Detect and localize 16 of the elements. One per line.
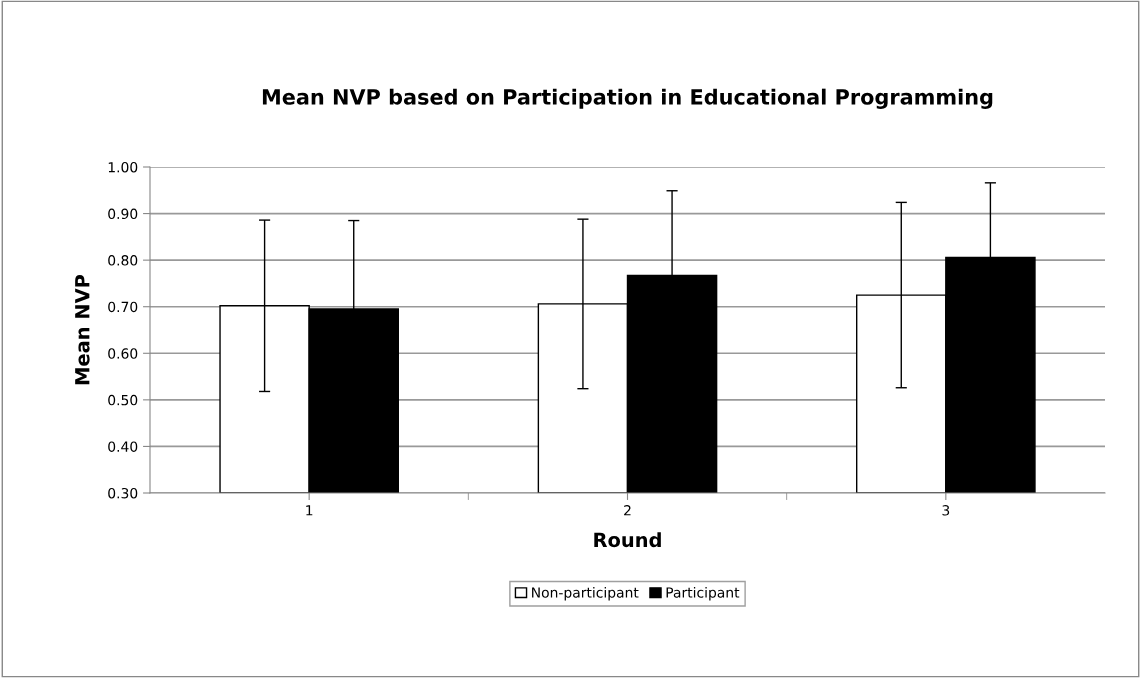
y-tick-label: 0.30 xyxy=(108,487,138,499)
legend-label: Participant xyxy=(666,587,740,601)
y-tick-label: 0.70 xyxy=(108,301,138,313)
y-tick-label: 0.60 xyxy=(108,348,138,359)
legend-label: Non-participant xyxy=(532,587,639,601)
chart-title: Mean NVP based on Participation in Educational Programming xyxy=(262,88,993,109)
x-tick-label: 2 xyxy=(624,505,631,516)
x-axis-title: Round xyxy=(594,532,661,548)
x-tick-label: 3 xyxy=(942,505,950,516)
y-tick-label: 0.50 xyxy=(108,394,138,406)
y-tick-label: 1.00 xyxy=(108,161,138,173)
y-axis-title: Mean NVP xyxy=(75,274,90,385)
y-tick-label: 0.80 xyxy=(108,255,138,266)
y-tick-label: 0.90 xyxy=(108,208,138,220)
x-tick-label: 1 xyxy=(306,505,313,516)
y-tick-label: 0.40 xyxy=(108,441,138,452)
